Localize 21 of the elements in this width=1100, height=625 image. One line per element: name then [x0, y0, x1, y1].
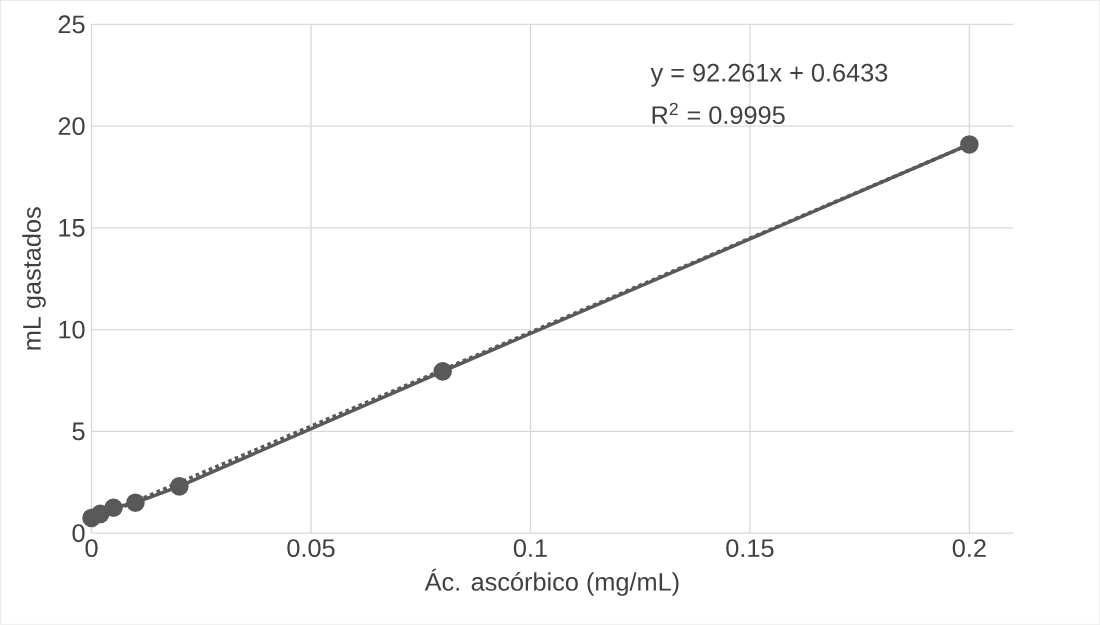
point	[960, 135, 979, 154]
point	[104, 498, 123, 518]
y-tick-label: 15	[59, 219, 85, 237]
annotation: y = 92.261x + 0.6433	[650, 63, 888, 87]
point	[170, 477, 189, 496]
x-axis-title: Ác. ascórbico (mg/mL)	[424, 568, 679, 596]
point	[126, 493, 145, 513]
y-tick-label: 0	[72, 524, 85, 543]
y-tick-label: 25	[58, 15, 85, 34]
x-tick-label: 0.2	[952, 539, 986, 558]
y-tick-label: 10	[59, 320, 85, 339]
x-tick-label: 0.1	[513, 539, 547, 558]
x-tick-label: 0.15	[726, 539, 774, 558]
x-tick-label: 0.05	[287, 539, 335, 558]
x-tick-label: 0	[85, 539, 98, 558]
y-tick-label: 20	[58, 117, 85, 136]
point	[91, 504, 110, 524]
annotation: R$^{2}$ = 0.9995	[652, 102, 785, 125]
point	[433, 362, 452, 381]
y-axis-title: mL gastados	[22, 207, 46, 350]
y-tick-label: 5	[72, 422, 85, 441]
